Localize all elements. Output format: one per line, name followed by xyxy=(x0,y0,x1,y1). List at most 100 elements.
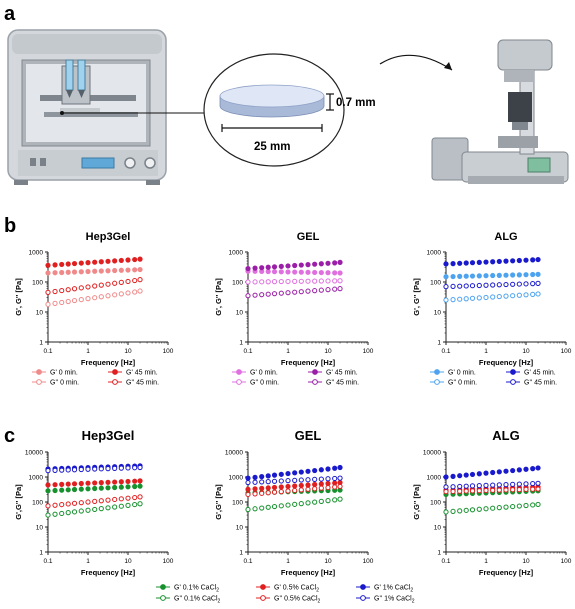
data-point xyxy=(285,278,291,285)
data-point xyxy=(278,269,284,275)
data-point xyxy=(443,509,449,515)
data-point xyxy=(71,481,78,487)
data-point xyxy=(510,481,516,487)
data-point xyxy=(490,482,496,488)
data-point xyxy=(132,465,138,471)
x-tick-label: 1 xyxy=(286,348,290,355)
series-g-loss-0-1pct-cacl2 xyxy=(443,501,541,515)
data-point xyxy=(85,507,91,513)
callout-dot xyxy=(60,111,64,115)
data-point xyxy=(483,506,489,512)
data-point xyxy=(535,480,541,486)
data-point xyxy=(463,488,469,494)
data-point xyxy=(443,474,449,480)
x-tick-label: 1 xyxy=(286,558,290,565)
data-point xyxy=(318,485,324,491)
data-point xyxy=(496,469,502,475)
data-point xyxy=(59,287,65,294)
data-point xyxy=(92,498,98,504)
data-point xyxy=(516,481,522,487)
data-point xyxy=(271,264,278,270)
data-point xyxy=(118,496,124,502)
data-point xyxy=(490,294,496,300)
legend-marker xyxy=(434,369,440,375)
data-point xyxy=(312,261,318,267)
data-point xyxy=(59,481,65,487)
y-axis-label: G',G'' [Pa] xyxy=(14,484,23,520)
data-point xyxy=(265,268,271,275)
data-point xyxy=(45,512,51,518)
data-point xyxy=(516,292,522,298)
data-point xyxy=(516,467,522,473)
data-point xyxy=(490,469,496,476)
data-point xyxy=(98,498,104,504)
panel-label-b: b xyxy=(4,215,16,237)
data-point xyxy=(118,465,124,471)
data-point xyxy=(132,256,138,263)
x-tick-label: 10 xyxy=(124,558,132,565)
data-point xyxy=(469,283,476,289)
series-g-loss-0-5pct-cacl2 xyxy=(443,486,541,495)
legend-subscript: 2 xyxy=(410,588,413,594)
data-point xyxy=(496,272,502,278)
data-point xyxy=(112,504,118,510)
data-point xyxy=(132,478,138,484)
data-point xyxy=(503,293,509,299)
data-point xyxy=(510,258,516,264)
data-point xyxy=(271,489,278,495)
data-point xyxy=(292,470,298,476)
data-point xyxy=(457,260,463,266)
data-point xyxy=(137,501,143,507)
data-point xyxy=(245,293,251,299)
data-point xyxy=(443,484,449,490)
data-point xyxy=(92,506,98,513)
x-axis-label: Frequency [Hz] xyxy=(81,358,136,367)
x-tick-label: 10 xyxy=(522,348,530,355)
data-point xyxy=(85,268,91,275)
data-point xyxy=(252,265,258,271)
data-point xyxy=(71,467,78,473)
legend-label: G'' 1% CaCl2 xyxy=(374,596,415,605)
data-point xyxy=(516,257,522,264)
data-point xyxy=(476,488,482,494)
data-point xyxy=(516,503,522,509)
data-point xyxy=(252,292,258,298)
data-point xyxy=(483,259,489,265)
data-point xyxy=(490,282,496,288)
data-point xyxy=(45,289,51,295)
data-point xyxy=(85,486,91,492)
legend-item-g-loss-0-1pct-cacl2: G'' 0.1% CaCl2 xyxy=(156,595,221,605)
data-point xyxy=(92,295,98,301)
data-point xyxy=(469,260,476,266)
data-point xyxy=(476,295,482,301)
legend-item-g-loss-0-min: G'' 0 min. xyxy=(232,379,279,387)
data-point xyxy=(325,260,331,266)
legend-subscript: 2 xyxy=(412,599,415,605)
y-tick-label: 1 xyxy=(437,550,441,557)
data-point xyxy=(292,278,298,284)
data-point xyxy=(52,270,58,276)
diameter-dimension xyxy=(221,124,323,132)
data-point xyxy=(265,485,271,491)
data-point xyxy=(496,282,502,288)
data-point xyxy=(71,509,78,515)
data-point xyxy=(71,297,78,304)
y-tick-label: 100 xyxy=(430,500,441,507)
legend-subscript: 2 xyxy=(216,588,219,594)
data-point xyxy=(318,278,324,284)
data-point xyxy=(52,482,58,488)
data-point xyxy=(476,259,482,265)
data-point xyxy=(105,485,111,491)
data-point xyxy=(503,258,509,264)
data-point xyxy=(45,262,51,268)
disk-diameter-label: 25 mm xyxy=(254,141,290,153)
data-point xyxy=(59,261,65,268)
data-point xyxy=(483,294,489,301)
data-point xyxy=(259,265,265,271)
data-point xyxy=(469,295,476,301)
data-point xyxy=(265,279,271,285)
data-point xyxy=(78,269,84,275)
data-point xyxy=(98,480,104,486)
data-point xyxy=(259,505,265,511)
data-point xyxy=(132,501,138,508)
